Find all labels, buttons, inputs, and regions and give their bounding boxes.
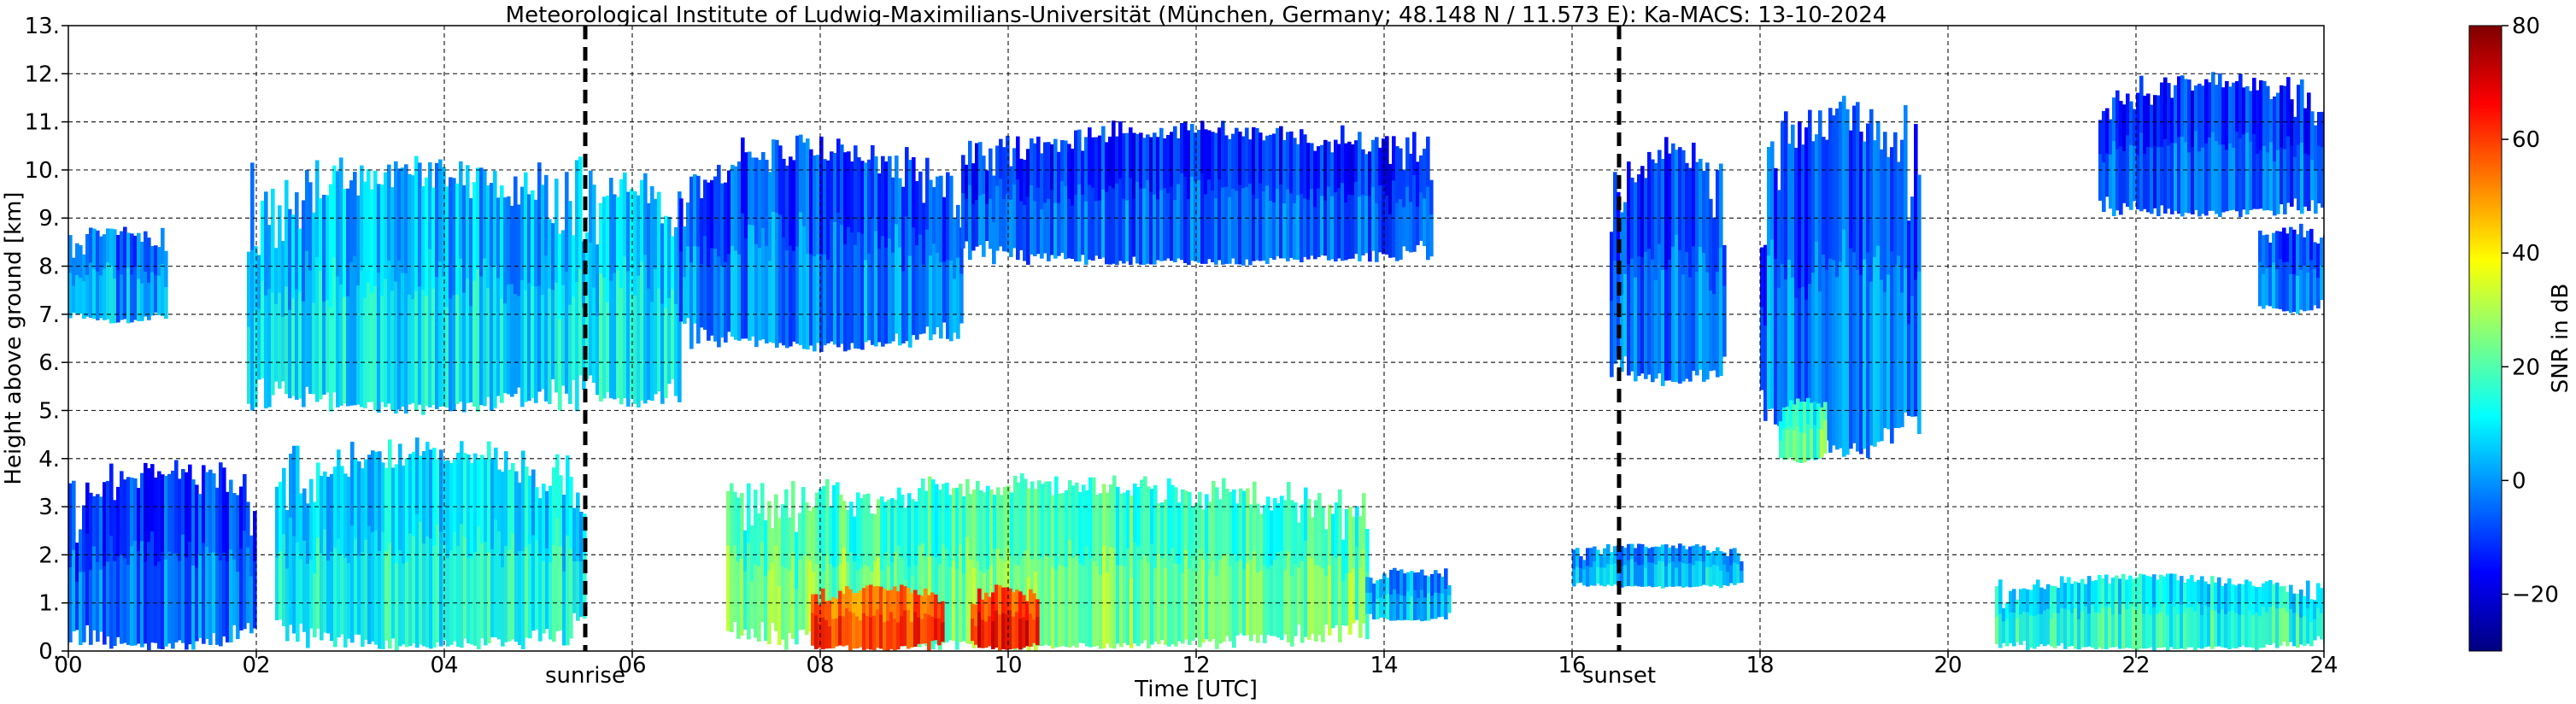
chart-title: Meteorological Institute of Ludwig-Maxim… <box>506 3 1887 28</box>
echo-region <box>679 134 964 352</box>
x-tick-label: 10 <box>994 653 1022 678</box>
y-tick-label: 0. <box>38 639 60 665</box>
x-tick-label: 00 <box>54 653 82 678</box>
echo-region <box>2258 223 2324 314</box>
colorbar-tick-label: 40 <box>2512 241 2540 267</box>
colorbar-tick-label: 80 <box>2512 14 2540 39</box>
x-tick-label: 16 <box>1558 653 1586 678</box>
y-tick-label: 6. <box>38 350 60 376</box>
y-tick-label: 8. <box>38 255 60 280</box>
event-label-sunset: sunset <box>1582 663 1656 689</box>
x-axis-label: Time [UTC] <box>1134 677 1258 702</box>
x-tick-label: 02 <box>242 653 270 678</box>
colorbar-tick-label: 0 <box>2512 468 2526 494</box>
echo-region <box>1760 96 1922 458</box>
x-tick-label: 18 <box>1746 653 1774 678</box>
colorbar <box>2468 25 2503 652</box>
echo-region <box>1995 573 2324 651</box>
y-tick-label: 11. <box>25 110 60 136</box>
echo-region <box>1610 137 1727 386</box>
echo-region <box>961 120 1434 266</box>
y-tick-label: 12. <box>25 62 60 87</box>
echo-region <box>275 437 587 651</box>
x-tick-label: 22 <box>2121 653 2150 678</box>
colorbar-label: SNR in dB <box>2548 284 2573 394</box>
colorbar-tick-label: 20 <box>2512 355 2540 380</box>
event-label-sunrise: sunrise <box>545 663 625 689</box>
colorbar-axis: −20 0 20 40 60 80 <box>2502 14 2559 607</box>
echo-region <box>811 584 945 651</box>
y-tick-label: 1. <box>38 591 60 617</box>
x-tick-label: 20 <box>1933 653 1962 678</box>
y-tick-label: 5. <box>38 398 60 424</box>
echo-region <box>68 460 257 650</box>
x-tick-label: 12 <box>1182 653 1210 678</box>
y-tick-label: 7. <box>38 302 60 328</box>
colorbar-tick-label: 60 <box>2512 127 2540 153</box>
y-tick-label: 10. <box>25 158 60 184</box>
colorbar-tick-label: −20 <box>2512 582 2559 607</box>
x-tick-label: 04 <box>430 653 458 678</box>
echo-region <box>247 155 586 415</box>
echo-layer <box>68 72 2324 651</box>
y-tick-label: 2. <box>38 543 60 568</box>
x-axis: 00 02 04 06 08 10 12 14 16 18 20 22 24 <box>54 651 2338 678</box>
y-tick-label: 9. <box>38 206 60 232</box>
echo-region <box>971 584 1040 651</box>
y-tick-label: 3. <box>38 495 60 520</box>
x-tick-label: 24 <box>2309 653 2338 678</box>
y-tick-label: 4. <box>38 447 60 472</box>
x-tick-label: 08 <box>806 653 834 678</box>
echo-region <box>726 473 1370 651</box>
grid <box>68 26 2324 651</box>
event-lines: sunrise sunset <box>545 26 1656 689</box>
y-tick-label: 13. <box>25 14 60 39</box>
y-axis-label: Height above ground [km] <box>1 191 26 484</box>
echo-region <box>585 170 682 408</box>
x-tick-label: 06 <box>618 653 646 678</box>
y-axis: 0. 1. 2. 3. 4. 5. 6. 7. 8. 9. 10. 11. 12. 13. <box>25 14 68 665</box>
x-tick-label: 14 <box>1370 653 1398 678</box>
echo-region <box>68 226 168 324</box>
echo-region <box>1572 543 1744 589</box>
echo-region <box>1779 397 1828 463</box>
